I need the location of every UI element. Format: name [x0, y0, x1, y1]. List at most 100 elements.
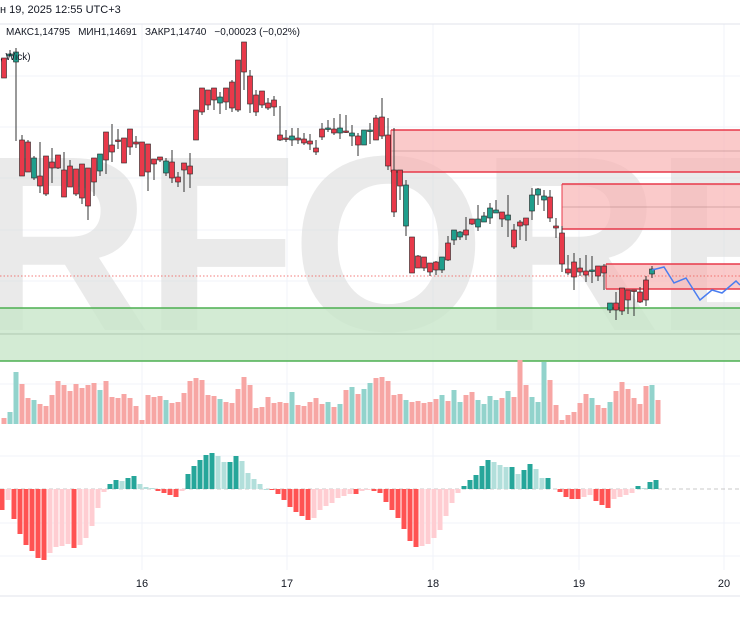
candle [295, 128, 301, 144]
histogram-bar [0, 489, 5, 510]
volume-bar [43, 406, 49, 424]
candle [643, 276, 649, 306]
volume-bar [451, 390, 457, 424]
candle [589, 256, 595, 283]
candle [229, 80, 235, 112]
candle [235, 59, 241, 112]
momentum-histogram [0, 453, 659, 560]
volume-bar [181, 393, 187, 424]
histogram-bar [443, 489, 449, 516]
volume-bar [535, 402, 541, 424]
volume-bar [631, 398, 637, 424]
volume-bar [553, 405, 559, 424]
histogram-bar [203, 455, 209, 489]
histogram-bar [305, 489, 311, 520]
volume-bar [79, 388, 85, 424]
histogram-bar [317, 489, 323, 510]
histogram-bar [299, 489, 305, 516]
candle [139, 141, 145, 177]
histogram-bar [473, 475, 479, 489]
volume-bar [289, 392, 295, 424]
volume-bar [223, 402, 229, 424]
volume-bar [343, 390, 349, 424]
histogram-bar [251, 479, 257, 489]
candle [187, 153, 193, 188]
candle [529, 188, 535, 220]
candle [367, 123, 373, 144]
candle [121, 137, 127, 164]
time-axis[interactable]: 16 17 18 19 20 [136, 578, 730, 590]
histogram-bar [77, 489, 83, 545]
volume-bar [439, 395, 445, 424]
candle [577, 258, 583, 276]
candle [313, 140, 319, 155]
histogram-bar [527, 464, 533, 489]
volume-bar [283, 403, 289, 424]
histogram-bar [65, 489, 71, 544]
volume-bar [397, 394, 403, 424]
volume-bar [391, 395, 397, 424]
candle [349, 125, 355, 146]
volume-bar [127, 398, 133, 424]
histogram-bar [569, 489, 575, 499]
volume-bar [565, 415, 571, 424]
candle [133, 136, 139, 148]
volume-bar [541, 362, 547, 424]
volume-bar [97, 390, 103, 424]
volume-bar [595, 405, 601, 424]
histogram-bar [311, 489, 317, 518]
volume-bar [217, 399, 223, 424]
candle [505, 195, 511, 237]
histogram-bar [617, 489, 623, 497]
candle [199, 87, 205, 115]
volume-bar [547, 380, 553, 424]
indicator-label[interactable]: , Wick) [0, 52, 31, 63]
volume-bar [265, 397, 271, 424]
supply-zone-3[interactable] [605, 263, 740, 290]
candle [169, 150, 175, 183]
candle [385, 118, 391, 170]
volume-bar [235, 389, 241, 424]
histogram-bar [575, 489, 581, 499]
histogram-bar [515, 474, 521, 489]
volume-bar [1, 418, 7, 424]
candle [541, 190, 547, 211]
histogram-bar [149, 488, 155, 489]
histogram-bar [119, 481, 125, 489]
volume-bar [589, 398, 595, 424]
volume-bar [577, 403, 583, 424]
candle [391, 128, 397, 217]
candle [193, 109, 199, 141]
supply-zone-1[interactable] [390, 129, 740, 173]
candlesticks[interactable] [1, 41, 655, 320]
volume-bar [37, 404, 43, 424]
volume-bar [163, 400, 169, 424]
candle [325, 120, 331, 132]
candle [457, 231, 463, 240]
histogram-bar [215, 456, 221, 489]
histogram-bar [197, 460, 203, 489]
supply-zone-2[interactable] [561, 183, 740, 230]
volume-bar [307, 402, 313, 424]
volume-bar [385, 381, 391, 424]
candle [451, 229, 457, 245]
volume-bar [655, 400, 661, 424]
volume-bar [649, 385, 655, 424]
histogram-bar [545, 478, 551, 489]
demand-zone[interactable] [0, 307, 740, 362]
candle [61, 152, 67, 198]
volume-bar [643, 386, 649, 424]
volume-bar [301, 406, 307, 424]
candle [433, 261, 439, 275]
candle [607, 302, 613, 313]
candle [415, 255, 421, 269]
histogram-bar [533, 469, 539, 489]
histogram-bar [137, 484, 143, 489]
volume-bar [67, 391, 73, 424]
candle [55, 154, 61, 169]
histogram-bar [587, 489, 593, 495]
high-value: МАКС1,14795 [6, 27, 71, 38]
candle [463, 217, 469, 240]
